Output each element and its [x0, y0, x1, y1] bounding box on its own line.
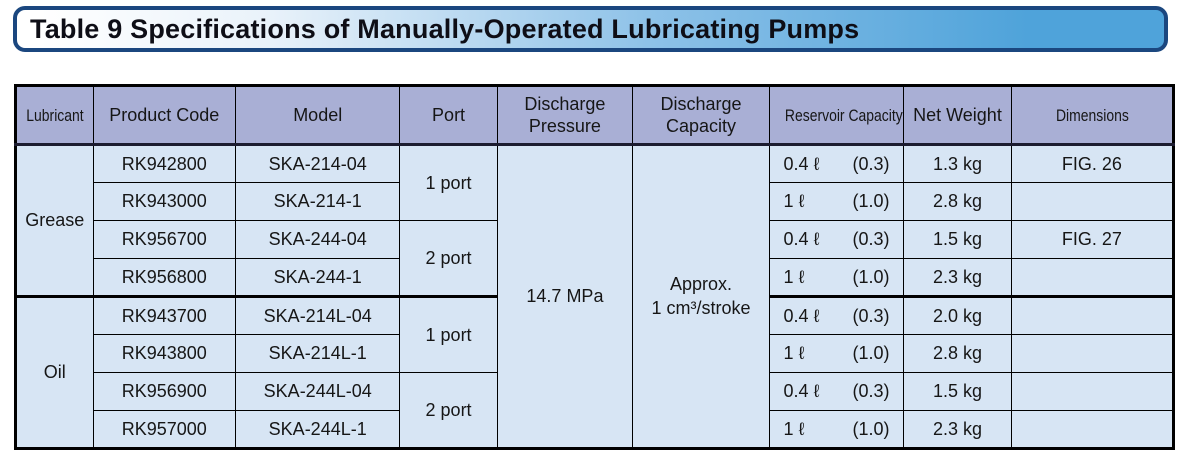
- spec-table: Lubricant Product Code Model Port Discha…: [14, 84, 1175, 450]
- col-header-discharge-pressure: Discharge Pressure: [496, 85, 634, 146]
- cell-dimensions: [1010, 410, 1175, 449]
- header-row: Lubricant Product Code Model Port Discha…: [15, 85, 1175, 146]
- cell-reservoir-capacity: 0.4 ℓ (0.3): [768, 372, 905, 411]
- reservoir-paren: (1.0): [852, 266, 890, 287]
- cell-port: 1 port: [399, 295, 498, 373]
- cell-dimensions: [1010, 372, 1175, 411]
- cell-net-weight: 1.5 kg: [903, 220, 1012, 259]
- table-row: RK956700 SKA-244-04 2 port 0.4 ℓ (0.3) 1…: [16, 220, 1175, 297]
- table-row: RK943000 SKA-214-1 1 ℓ (1.0) 2.8 kg: [16, 182, 1175, 221]
- table-row: RK943800 SKA-214L-1 1 ℓ (1.0) 2.8 kg: [16, 334, 1175, 373]
- table-title-banner: Table 9 Specifications of Manually-Opera…: [13, 6, 1168, 52]
- cell-dimensions: [1010, 182, 1175, 221]
- cell-model: SKA-244L-1: [234, 410, 401, 449]
- reservoir-qty: 0.4 ℓ: [783, 229, 820, 249]
- cell-product-code: RK956700: [92, 220, 237, 259]
- cell-net-weight: 1.5 kg: [903, 372, 1012, 411]
- cell-product-code: RK956800: [92, 258, 237, 297]
- reservoir-paren: (0.3): [852, 305, 890, 326]
- cell-discharge-pressure: 14.7 MPa: [496, 144, 634, 449]
- cell-model: SKA-244-04: [234, 220, 401, 259]
- cell-reservoir-capacity: 0.4 ℓ (0.3): [768, 144, 905, 183]
- cell-net-weight: 2.8 kg: [903, 182, 1012, 221]
- cell-product-code: RK957000: [92, 410, 237, 449]
- cell-model: SKA-214L-04: [234, 295, 401, 335]
- col-header-model: Model: [234, 85, 401, 146]
- col-header-net-weight: Net Weight: [903, 85, 1012, 146]
- col-header-dimensions: Dimensions: [1010, 85, 1175, 146]
- col-header-discharge-capacity: Discharge Capacity: [632, 85, 770, 146]
- reservoir-qty: 1 ℓ: [783, 191, 805, 211]
- reservoir-qty: 1 ℓ: [783, 418, 805, 439]
- cell-lubricant-oil: Oil: [15, 295, 94, 449]
- cell-port: 1 port: [399, 144, 498, 221]
- col-header-product-code: Product Code: [92, 85, 237, 146]
- cell-dimensions: FIG. 27: [1010, 220, 1175, 259]
- cell-port: 2 port: [399, 220, 498, 297]
- table-row: RK957000 SKA-244L-1 1 ℓ (1.0) 2.3 kg: [16, 410, 1175, 449]
- table-row: RK956800 SKA-244-1 1 ℓ (1.0) 2.3 kg: [16, 258, 1175, 297]
- col-header-port: Port: [399, 85, 498, 146]
- reservoir-paren: (1.0): [852, 343, 890, 363]
- table-row: Oil RK943700 SKA-214L-04 1 port 0.4 ℓ (0…: [15, 295, 1175, 449]
- table-row: Grease RK942800 SKA-214-04 1 port 14.7 M…: [15, 144, 1175, 449]
- cell-model: SKA-244-1: [234, 258, 401, 297]
- reservoir-qty: 0.4 ℓ: [783, 305, 820, 326]
- page-title: Table 9 Specifications of Manually-Opera…: [30, 13, 860, 44]
- cell-dimensions: [1010, 295, 1175, 335]
- cell-product-code: RK956900: [92, 372, 237, 411]
- reservoir-paren: (0.3): [852, 229, 890, 249]
- cell-port: 2 port: [399, 372, 498, 449]
- reservoir-paren: (0.3): [852, 153, 890, 174]
- cell-reservoir-capacity: 0.4 ℓ (0.3): [768, 220, 905, 259]
- cell-net-weight: 2.3 kg: [903, 410, 1012, 449]
- cell-reservoir-capacity: 1 ℓ (1.0): [768, 182, 905, 221]
- cell-reservoir-capacity: 0.4 ℓ (0.3): [768, 295, 905, 335]
- cell-net-weight: 2.0 kg: [903, 295, 1012, 335]
- cell-model: SKA-244L-04: [234, 372, 401, 411]
- cell-net-weight: 1.3 kg: [903, 144, 1012, 183]
- reservoir-paren: (1.0): [852, 418, 890, 439]
- reservoir-qty: 1 ℓ: [783, 266, 805, 287]
- reservoir-paren: (1.0): [852, 191, 890, 211]
- cell-model: SKA-214L-1: [234, 334, 401, 373]
- cell-reservoir-capacity: 1 ℓ (1.0): [768, 258, 905, 297]
- table-row: RK956900 SKA-244L-04 2 port 0.4 ℓ (0.3) …: [16, 372, 1175, 449]
- cell-reservoir-capacity: 1 ℓ (1.0): [768, 410, 905, 449]
- cell-net-weight: 2.3 kg: [903, 258, 1012, 297]
- reservoir-paren: (0.3): [852, 381, 890, 401]
- cell-lubricant-grease: Grease: [15, 144, 94, 297]
- cell-dimensions: [1010, 334, 1175, 373]
- cell-model: SKA-214-1: [234, 182, 401, 221]
- col-header-reservoir-capacity: Reservoir Capacity: [768, 85, 905, 146]
- cell-product-code: RK942800: [92, 144, 237, 183]
- col-header-lubricant: Lubricant: [15, 85, 94, 146]
- reservoir-qty: 0.4 ℓ: [783, 381, 820, 401]
- cell-dimensions: FIG. 26: [1010, 144, 1175, 183]
- cell-discharge-capacity: Approx. 1 cm³/stroke: [632, 144, 770, 449]
- cell-model: SKA-214-04: [234, 144, 401, 183]
- cell-product-code: RK943800: [92, 334, 237, 373]
- cell-product-code: RK943700: [92, 295, 237, 335]
- reservoir-qty: 0.4 ℓ: [783, 153, 820, 174]
- cell-reservoir-capacity: 1 ℓ (1.0): [768, 334, 905, 373]
- cell-dimensions: [1010, 258, 1175, 297]
- cell-net-weight: 2.8 kg: [903, 334, 1012, 373]
- cell-product-code: RK943000: [92, 182, 237, 221]
- reservoir-qty: 1 ℓ: [783, 343, 805, 363]
